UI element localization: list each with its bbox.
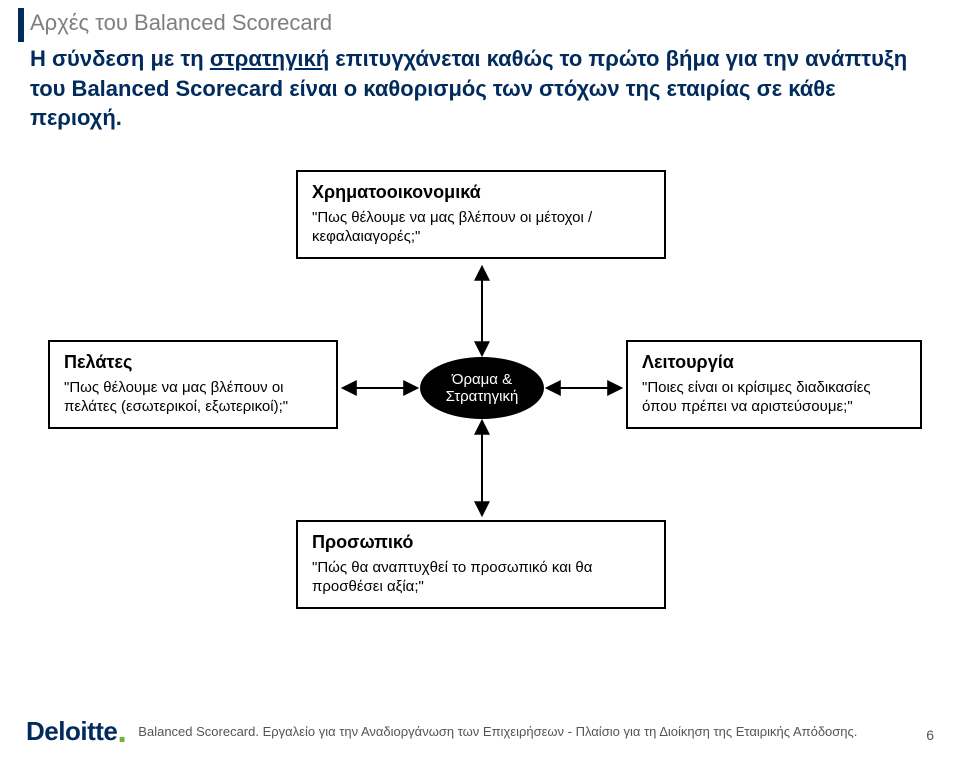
page-header-title: Αρχές του Balanced Scorecard xyxy=(30,10,332,36)
box-customers-title: Πελάτες xyxy=(64,352,322,373)
box-operations-title: Λειτουργία xyxy=(642,352,906,373)
subtitle-pre: Η σύνδεση με τη xyxy=(30,46,210,71)
bsc-diagram: Χρηματοοικονομικά "Πως θέλουμε να μας βλ… xyxy=(0,160,960,660)
box-financial-title: Χρηματοοικονομικά xyxy=(312,182,650,203)
logo-text: Deloitte xyxy=(26,716,117,746)
box-people-text: "Πώς θα αναπτυχθεί το προσωπικό και θα π… xyxy=(312,559,650,597)
center-line2: Στρατηγική xyxy=(446,388,519,405)
page-subtitle: Η σύνδεση με τη στρατηγική επιτυγχάνεται… xyxy=(30,44,910,133)
box-operations: Λειτουργία "Ποιες είναι οι κρίσιμες διαδ… xyxy=(626,340,922,429)
box-financial-text: "Πως θέλουμε να μας βλέπουν οι μέτοχοι /… xyxy=(312,209,650,247)
header-accent-bar xyxy=(18,8,24,42)
box-people: Προσωπικό "Πώς θα αναπτυχθεί το προσωπικ… xyxy=(296,520,666,609)
page-number: 6 xyxy=(926,727,934,743)
footer: Deloitte. Balanced Scorecard. Εργαλείο γ… xyxy=(26,716,857,747)
box-customers-text: "Πως θέλουμε να μας βλέπουν οι πελάτες (… xyxy=(64,379,322,417)
subtitle-underline: στρατηγική xyxy=(210,46,329,71)
center-oval: Όραμα & Στρατηγική xyxy=(420,357,544,419)
logo-dot-icon: . xyxy=(117,712,126,750)
box-people-title: Προσωπικό xyxy=(312,532,650,553)
box-financial: Χρηματοοικονομικά "Πως θέλουμε να μας βλ… xyxy=(296,170,666,259)
center-line1: Όραμα & xyxy=(452,371,512,388)
box-customers: Πελάτες "Πως θέλουμε να μας βλέπουν οι π… xyxy=(48,340,338,429)
deloitte-logo: Deloitte. xyxy=(26,716,126,747)
footer-text: Balanced Scorecard. Εργαλείο για την Ανα… xyxy=(138,724,857,739)
box-operations-text: "Ποιες είναι οι κρίσιμες διαδικασίες όπο… xyxy=(642,379,906,417)
